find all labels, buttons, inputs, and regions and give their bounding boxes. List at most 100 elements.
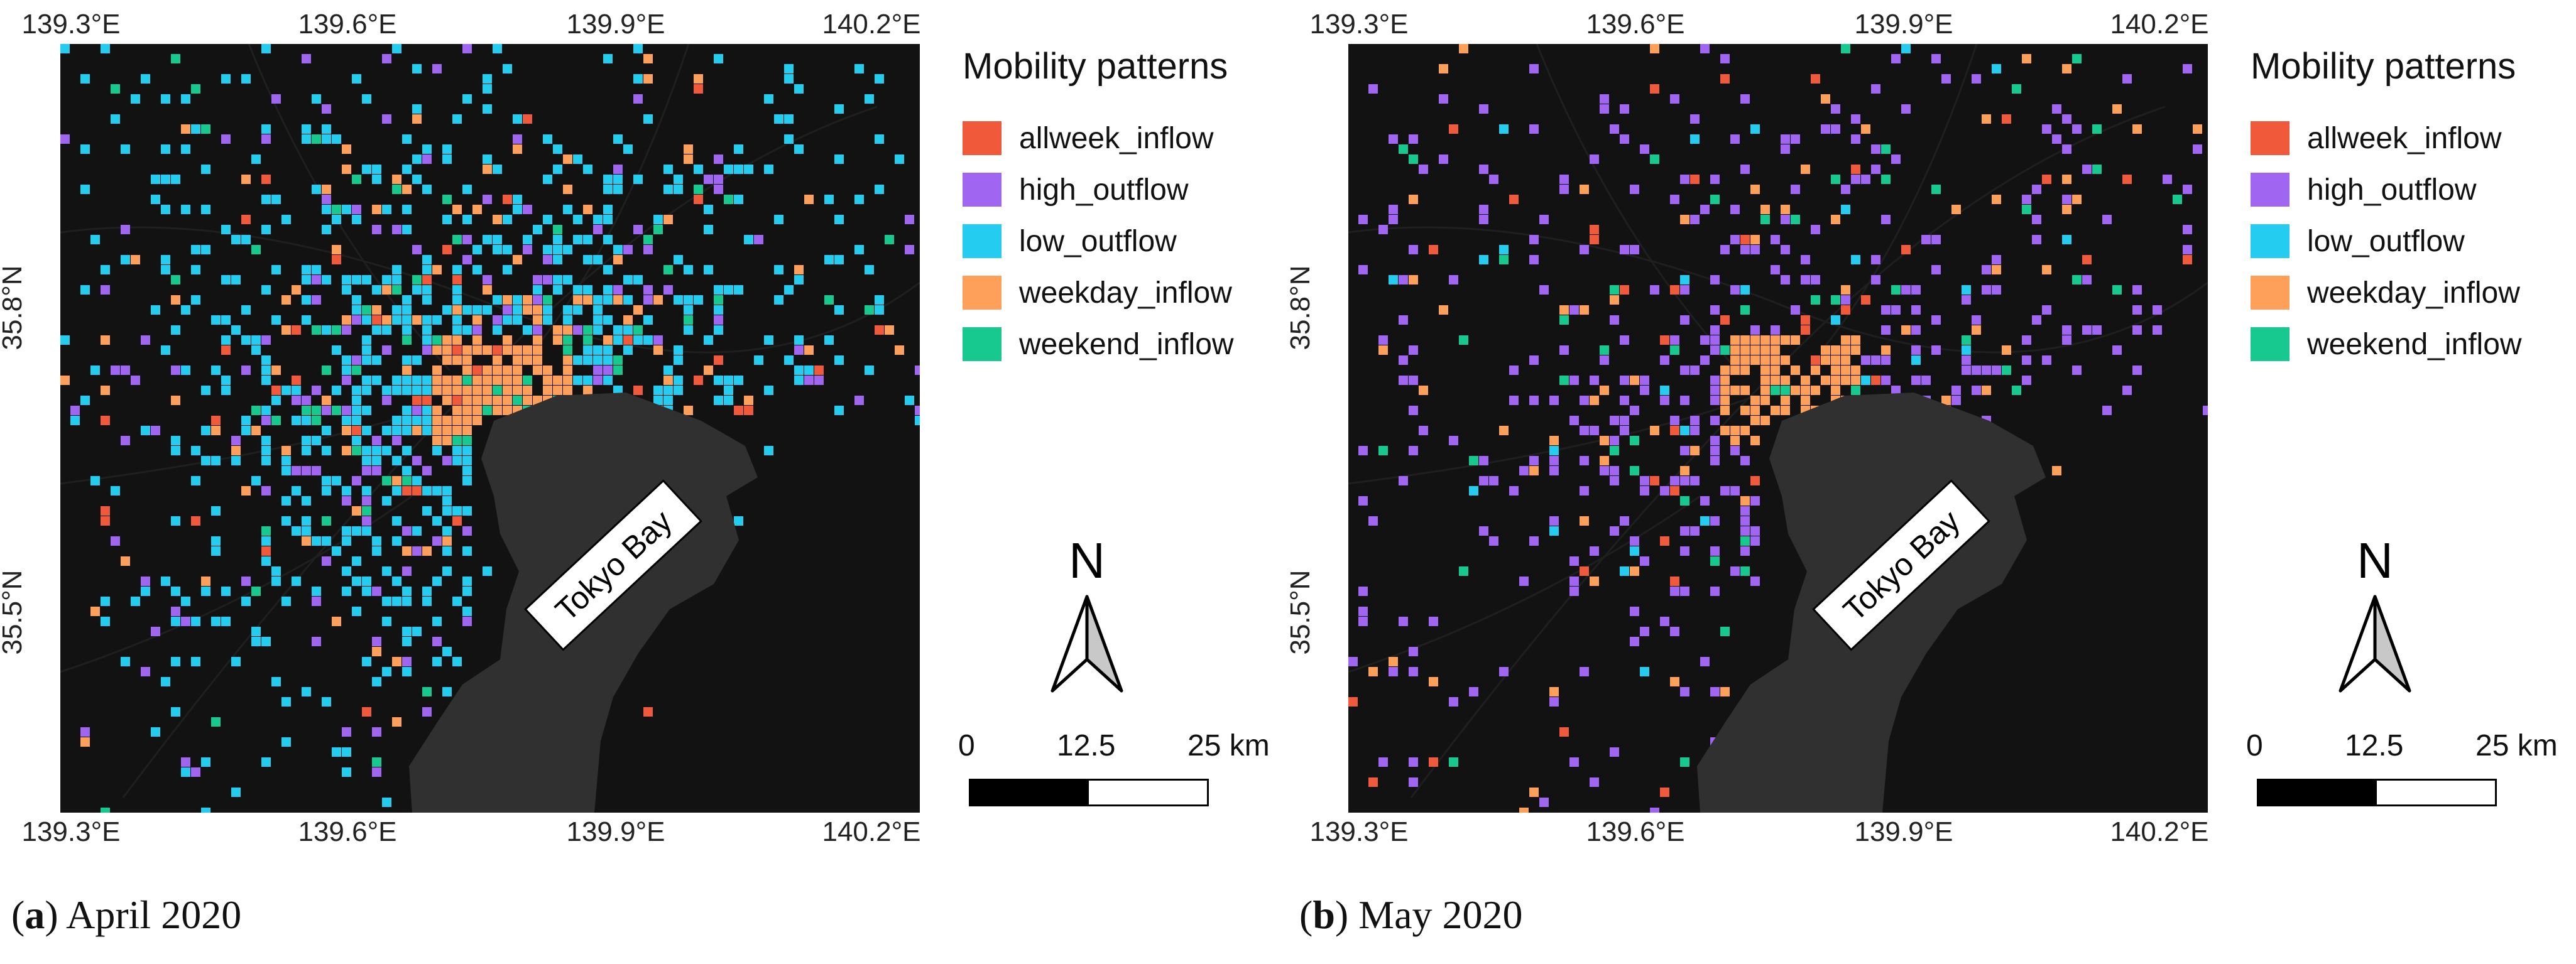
mobility-cell-high-outflow [1580, 396, 1589, 405]
mobility-cell-weekday-inflow [1801, 376, 1810, 385]
mobility-cell-high-outflow [1580, 486, 1589, 496]
mobility-cell-weekday-inflow [1841, 366, 1850, 375]
mobility-cell-low-outflow [402, 406, 412, 415]
mobility-cell-low-outflow [261, 366, 271, 375]
mobility-map-may[interactable]: Tokyo Bay [1348, 44, 2208, 813]
mobility-cell-high-outflow [633, 94, 643, 104]
mobility-cell-low-outflow [90, 476, 100, 485]
mobility-cell-low-outflow [573, 154, 582, 164]
mobility-cell-low-outflow [422, 285, 432, 295]
mobility-cell-weekday-inflow [483, 345, 492, 355]
mobility-cell-weekday-inflow [653, 295, 663, 305]
mobility-cell-weekday-inflow [563, 386, 572, 395]
mobility-cell-weekday-inflow [483, 366, 492, 375]
mobility-cell-high-outflow [1620, 376, 1629, 385]
mobility-cell-weekday-inflow [503, 295, 512, 305]
mobility-cell-weekday-inflow [452, 416, 462, 425]
mobility-cell-high-outflow [1881, 355, 1891, 365]
mobility-cell-high-outflow [1479, 526, 1488, 536]
mobility-cell-weekday-inflow [2062, 205, 2071, 214]
mobility-cell-high-outflow [1358, 587, 1368, 596]
mobility-cell-high-outflow [372, 637, 381, 646]
mobility-cell-weekday-inflow [1600, 386, 1609, 395]
mobility-cell-high-outflow [1358, 607, 1368, 616]
mobility-cell-high-outflow [2092, 325, 2102, 335]
mobility-cell-low-outflow [362, 355, 371, 365]
mobility-cell-high-outflow [2062, 114, 2071, 124]
mobility-cell-low-outflow [342, 285, 351, 295]
mobility-cell-weekday-inflow [2042, 265, 2051, 274]
mobility-cell-high-outflow [231, 436, 241, 445]
mobility-cell-allweek-inflow [523, 114, 532, 124]
mobility-cell-weekday-inflow [613, 255, 623, 264]
mobility-cell-low-outflow [563, 205, 572, 214]
panel-caption-text: May 2020 [1358, 892, 1523, 937]
mobility-cell-weekend-inflow [1720, 345, 1730, 355]
mobility-cell-high-outflow [2022, 195, 2031, 204]
mobility-cell-allweek-inflow [1368, 777, 1378, 787]
mobility-cell-weekday-inflow [503, 366, 512, 375]
lat-tick-2: 35.5°N [1285, 570, 1316, 655]
mobility-cell-allweek-inflow [442, 245, 452, 254]
mobility-cell-low-outflow [131, 94, 140, 104]
mobility-cell-low-outflow [362, 426, 371, 435]
mobility-cell-low-outflow [372, 355, 381, 365]
mobility-cell-low-outflow [744, 235, 753, 244]
mobility-cell-low-outflow [151, 195, 160, 204]
mobility-cell-weekend-inflow [1881, 144, 1891, 154]
mobility-cell-weekend-inflow [613, 355, 623, 365]
mobility-cell-high-outflow [261, 335, 271, 345]
mobility-cell-low-outflow [271, 577, 281, 586]
mobility-cell-low-outflow [322, 486, 331, 496]
mobility-cell-high-outflow [1479, 165, 1488, 174]
mobility-cell-weekend-inflow [2002, 366, 2011, 375]
mobility-cell-high-outflow [1600, 94, 1609, 104]
mobility-map-april[interactable]: Tokyo Bay [60, 44, 920, 813]
mobility-cell-low-outflow [80, 396, 90, 405]
mobility-cell-weekday-inflow [432, 366, 442, 375]
mobility-cell-weekday-inflow [402, 185, 412, 194]
mobility-cell-high-outflow [402, 526, 412, 536]
mobility-cell-low-outflow [1680, 426, 1689, 435]
mobility-cell-high-outflow [1549, 396, 1559, 405]
mobility-cell-low-outflow [181, 94, 190, 104]
mobility-cell-low-outflow [111, 114, 120, 124]
mobility-cell-high-outflow [1821, 124, 1830, 134]
mobility-cell-weekday-inflow [533, 315, 542, 325]
mobility-cell-low-outflow [764, 446, 773, 455]
mobility-cell-low-outflow [684, 295, 693, 305]
mobility-cell-low-outflow [221, 617, 231, 626]
mobility-cell-high-outflow [1710, 587, 1720, 596]
north-label: N [2357, 534, 2393, 588]
lon-tick-bottom-1: 139.3°E [1309, 816, 1409, 847]
mobility-cell-weekend-inflow [362, 305, 371, 315]
mobility-cell-low-outflow [553, 235, 562, 244]
mobility-cell-allweek-inflow [1660, 536, 1669, 546]
mobility-cell-low-outflow [352, 295, 361, 305]
mobility-cell-low-outflow [1911, 355, 1921, 365]
mobility-cell-low-outflow [281, 737, 291, 747]
mobility-cell-weekend-inflow [543, 295, 552, 305]
mobility-cell-high-outflow [1911, 305, 1921, 315]
mobility-cell-high-outflow [372, 727, 381, 737]
mobility-cell-high-outflow [1559, 345, 1569, 355]
mobility-cell-high-outflow [1710, 275, 1720, 284]
mobility-cell-weekday-inflow [1781, 406, 1790, 415]
mobility-cell-high-outflow [2052, 134, 2061, 144]
mobility-cell-low-outflow [382, 446, 391, 455]
mobility-cell-low-outflow [191, 295, 200, 305]
mobility-cell-high-outflow [714, 315, 723, 325]
mobility-cell-weekend-inflow [2012, 84, 2021, 94]
mobility-cell-low-outflow [362, 587, 371, 596]
mobility-cell-low-outflow [402, 305, 412, 315]
mobility-cell-low-outflow [392, 597, 401, 606]
mobility-cell-low-outflow [281, 466, 291, 475]
mobility-cell-low-outflow [653, 215, 663, 224]
mobility-cell-weekday-inflow [1972, 325, 1981, 335]
mobility-cell-low-outflow [261, 225, 271, 234]
mobility-cell-low-outflow [704, 205, 713, 214]
mobility-cell-weekend-inflow [663, 265, 673, 274]
mobility-cell-allweek-inflow [694, 84, 703, 94]
mobility-cell-high-outflow [1700, 496, 1710, 506]
mobility-cell-low-outflow [181, 144, 190, 154]
